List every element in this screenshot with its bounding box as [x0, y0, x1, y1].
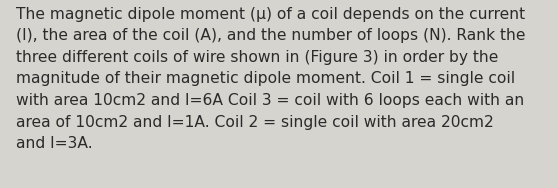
Text: The magnetic dipole moment (μ) of a coil depends on the current
(I), the area of: The magnetic dipole moment (μ) of a coil…	[16, 7, 525, 151]
